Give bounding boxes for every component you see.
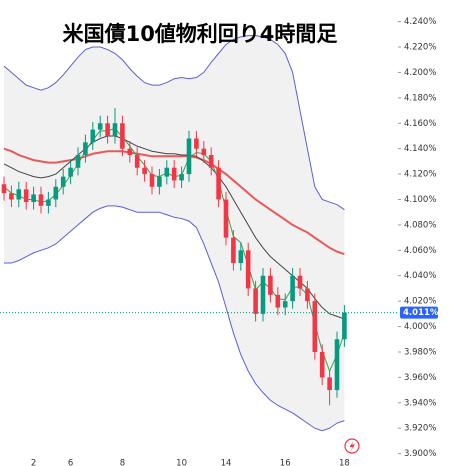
indicator-line xyxy=(3,35,345,211)
last-price-tag xyxy=(400,306,438,319)
y-tick-label: 4.240% xyxy=(404,17,436,27)
x-tick-label: 8 xyxy=(120,459,125,466)
replay-icon[interactable] xyxy=(344,438,360,454)
candle-body xyxy=(223,199,229,238)
candle-body xyxy=(16,189,22,200)
candle-body xyxy=(290,275,295,302)
price-axis xyxy=(398,0,450,466)
candle-body xyxy=(157,176,162,187)
candle-body xyxy=(127,148,133,156)
candle-body xyxy=(1,184,7,194)
indicator-line xyxy=(4,205,345,432)
candle-body xyxy=(31,194,36,203)
y-tick-label: 4.040% xyxy=(404,271,436,281)
indicator-line xyxy=(3,135,345,320)
candle-body xyxy=(268,275,273,295)
y-tick-label: 4.100% xyxy=(404,195,436,205)
candle-body xyxy=(334,339,340,391)
candle-body xyxy=(253,288,258,314)
y-tick-label: 4.180% xyxy=(404,93,436,103)
x-tick-label: 6 xyxy=(68,459,73,466)
candle-body xyxy=(9,193,14,200)
y-tick-label: 3.920% xyxy=(404,424,436,434)
y-tick-label: 4.140% xyxy=(404,144,436,154)
candle-body xyxy=(142,167,147,175)
candle-body xyxy=(171,167,177,181)
candle-body xyxy=(275,294,281,308)
y-tick-label: 4.060% xyxy=(404,246,436,256)
y-tick-label: 4.160% xyxy=(404,119,436,129)
candle-body xyxy=(245,250,251,289)
x-tick-label: 10 xyxy=(176,459,187,466)
x-tick-label: 14 xyxy=(221,459,232,466)
y-tick-label: 3.900% xyxy=(404,449,436,459)
candle-body xyxy=(208,155,214,168)
last-price-label: 4.011% xyxy=(403,308,439,318)
plot-area xyxy=(0,35,398,432)
x-tick-label: 2 xyxy=(31,459,36,466)
candle-body xyxy=(297,275,303,289)
candle-body xyxy=(68,167,73,177)
candle-body xyxy=(90,129,96,143)
candle-body xyxy=(305,288,310,302)
candle-body xyxy=(134,155,140,168)
candle-body xyxy=(120,123,125,149)
y-tick-label: 4.260% xyxy=(404,0,436,2)
candle-body xyxy=(23,189,29,203)
candle-body xyxy=(46,199,51,206)
candle-body xyxy=(164,167,170,177)
candle-body xyxy=(83,142,88,156)
candle-body xyxy=(342,312,347,340)
y-tick-label: 4.020% xyxy=(404,297,436,307)
y-tick-label: 4.200% xyxy=(404,68,436,78)
candle-body xyxy=(201,148,207,156)
candle-body xyxy=(319,351,325,378)
y-tick-label: 4.000% xyxy=(404,322,436,332)
y-tick-label: 4.120% xyxy=(404,170,436,180)
candle-body xyxy=(238,250,244,264)
candle-body xyxy=(149,174,155,187)
y-tick-label: 4.080% xyxy=(404,220,436,230)
candle-body xyxy=(186,138,192,175)
candle-body xyxy=(260,275,266,314)
chart-title: 米国債10値物利回り4時間足 xyxy=(63,22,338,46)
candle-body xyxy=(231,237,236,264)
candle-body xyxy=(75,155,81,168)
candle-body xyxy=(97,123,103,130)
candle-body xyxy=(312,301,318,352)
axis-labels: 3.900% 3.920% 3.940% 3.960% 3.980% 4.000% 4.02… xyxy=(31,0,439,466)
indicator-line xyxy=(3,147,345,256)
y-tick-label: 3.940% xyxy=(404,398,436,408)
candle-body xyxy=(216,167,221,200)
candle-body xyxy=(105,123,110,136)
candle-body xyxy=(179,174,184,181)
candle-body xyxy=(38,194,44,206)
candle-body xyxy=(327,377,332,391)
candle-body xyxy=(53,186,59,200)
candle-body xyxy=(194,138,199,149)
candle-body xyxy=(60,176,66,187)
y-tick-label: 4.220% xyxy=(404,43,436,53)
y-tick-label: 3.960% xyxy=(404,373,436,383)
candle-body xyxy=(282,301,288,308)
band-area xyxy=(4,35,345,431)
candle-body xyxy=(112,123,118,136)
x-tick-label: 16 xyxy=(280,459,291,466)
x-tick-label: 18 xyxy=(339,459,350,466)
y-tick-label: 3.980% xyxy=(404,347,436,357)
